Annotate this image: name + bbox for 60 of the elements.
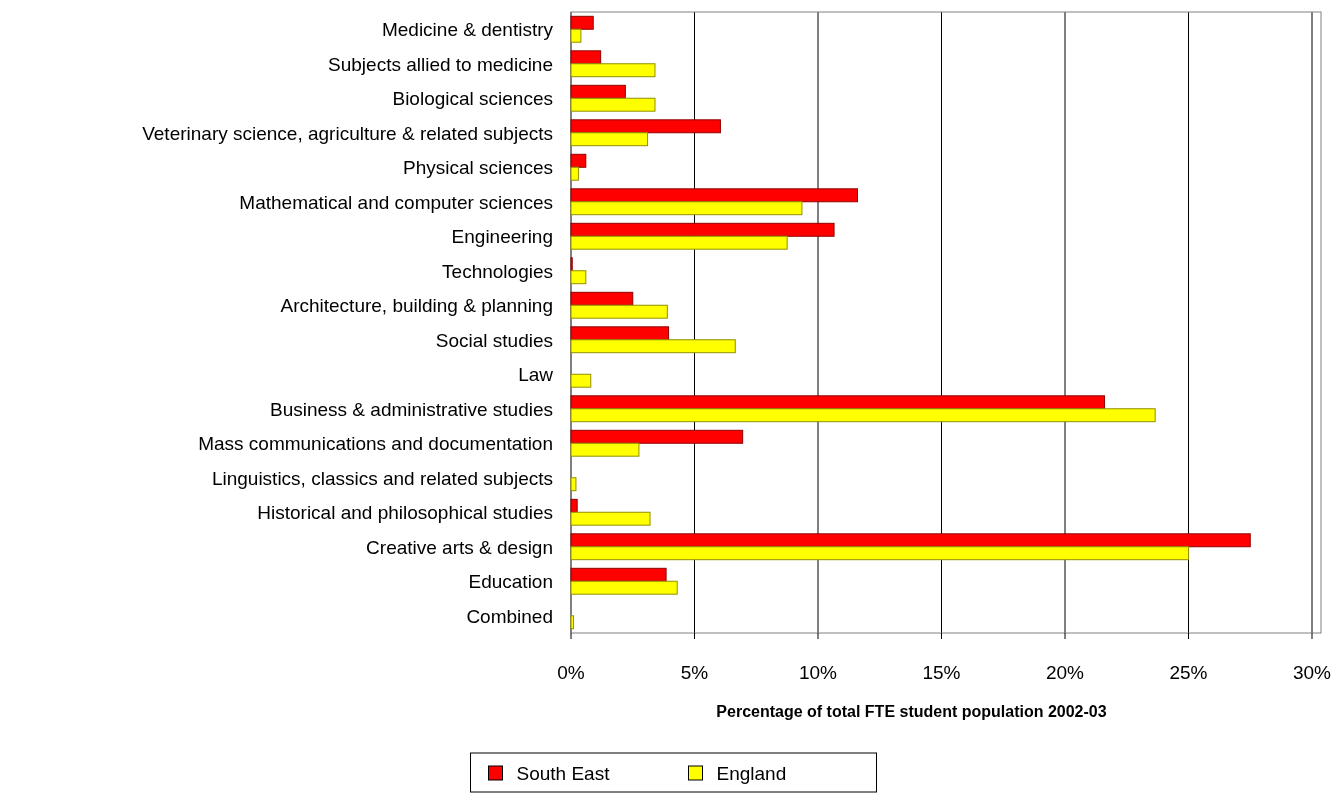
bar [570, 291, 634, 306]
y-tick-label: Mathematical and computer sciences [239, 191, 553, 213]
x-tick-label: 15% [922, 662, 961, 683]
y-tick-label: Engineering [451, 226, 553, 248]
y-tick-label: Medicine & dentistry [381, 19, 554, 41]
y-tick-label: Architecture, building & planning [280, 295, 553, 317]
bar [570, 533, 1251, 548]
y-tick-label: Law [518, 364, 554, 386]
x-tick-label: 30% [1292, 662, 1332, 683]
y-tick-label: Physical sciences [403, 157, 553, 179]
bar [570, 188, 859, 203]
y-tick-label: Linguistics, classics and related subjects [211, 467, 553, 489]
y-tick-label: Creative arts & design [366, 536, 553, 558]
bar [570, 235, 788, 250]
bar [570, 498, 578, 513]
y-tick-label: Social studies [435, 329, 553, 351]
bar [570, 50, 602, 65]
bar [570, 408, 1156, 423]
bar [570, 373, 592, 388]
x-tick-label: 10% [798, 662, 838, 683]
x-tick-label: 5% [680, 662, 709, 683]
bar [570, 304, 668, 319]
x-axis-title: Percentage of total FTE student population 2002-03 [716, 703, 1107, 720]
bar [570, 326, 670, 341]
bar [570, 119, 721, 134]
y-tick-label: Business & administrative studies [269, 398, 553, 420]
bar [570, 201, 803, 216]
bar [570, 429, 744, 444]
x-tick-label: 0% [557, 662, 585, 683]
x-tick-label: 25% [1169, 662, 1208, 683]
bar [570, 580, 678, 595]
bar [570, 63, 656, 78]
bar [570, 442, 640, 457]
bar [570, 567, 667, 582]
y-tick-label: Subjects allied to medicine [328, 53, 553, 75]
bar [570, 15, 594, 30]
bar [570, 477, 577, 492]
y-tick-label: Historical and philosophical studies [257, 502, 553, 524]
legend-label: England [716, 763, 787, 784]
y-tick-label: Combined [466, 605, 553, 627]
bar [570, 546, 1189, 561]
x-tick-label: 20% [1045, 662, 1085, 683]
legend-label: South East [516, 763, 611, 784]
bar [570, 153, 587, 168]
y-tick-label: Biological sciences [392, 88, 553, 110]
bar [570, 28, 582, 43]
bar [570, 615, 574, 630]
bar [570, 166, 579, 181]
bar [570, 84, 626, 99]
bar [570, 511, 651, 526]
y-tick-label: Technologies [442, 260, 553, 282]
bar [570, 395, 1106, 410]
bar [570, 222, 835, 237]
bar [570, 132, 649, 147]
bar [570, 97, 656, 112]
y-tick-label: Mass communications and documentation [198, 433, 553, 455]
bar [570, 270, 587, 285]
bar [570, 339, 736, 354]
y-tick-label: Veterinary science, agriculture & related subjects [142, 122, 553, 144]
y-tick-label: Education [468, 571, 553, 593]
